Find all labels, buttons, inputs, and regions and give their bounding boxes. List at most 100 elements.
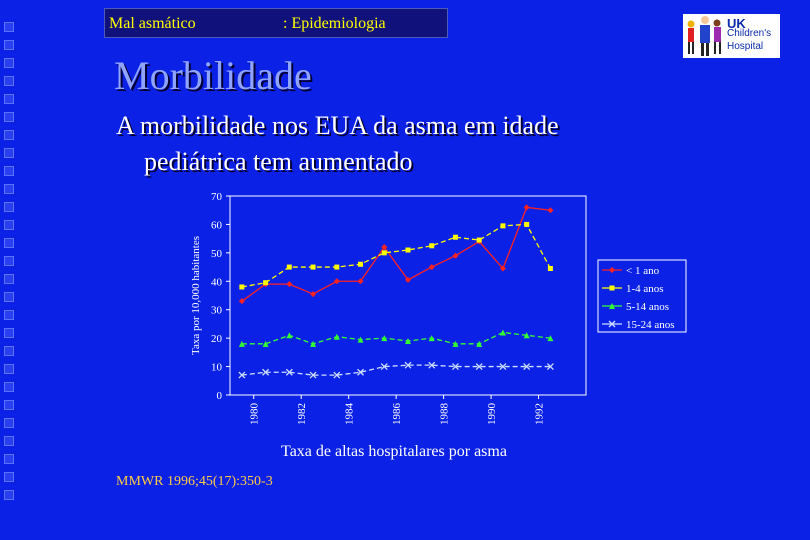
legend-marker bbox=[609, 285, 615, 291]
strip-square bbox=[4, 202, 14, 212]
left-decorative-strip bbox=[4, 22, 20, 512]
data-point-x bbox=[380, 363, 388, 371]
data-point-square bbox=[500, 223, 506, 229]
y-tick-label: 10 bbox=[211, 362, 223, 374]
data-point-square bbox=[358, 261, 364, 267]
legend-marker bbox=[609, 267, 615, 273]
data-point-square bbox=[429, 243, 435, 249]
y-tick-label: 0 bbox=[217, 390, 223, 402]
x-tick-label: 1984 bbox=[344, 403, 356, 426]
strip-square bbox=[4, 436, 14, 446]
legend-label: 15-24 anos bbox=[626, 319, 675, 331]
data-point-diamond bbox=[405, 276, 411, 283]
data-point-x bbox=[285, 368, 293, 376]
x-tick-label: 1980 bbox=[249, 403, 261, 426]
data-point-diamond bbox=[357, 278, 364, 285]
plot-area bbox=[229, 195, 587, 396]
data-point-square bbox=[334, 264, 340, 270]
strip-square bbox=[4, 490, 14, 500]
data-point-triangle bbox=[262, 340, 269, 347]
data-point-triangle bbox=[286, 332, 293, 339]
data-point-diamond bbox=[523, 204, 530, 211]
data-point-x bbox=[333, 371, 341, 379]
data-point-square bbox=[547, 265, 553, 271]
data-point-triangle bbox=[476, 340, 483, 347]
uk-childrens-hospital-logo: UK Children's Hospital bbox=[683, 14, 780, 58]
data-point-diamond bbox=[499, 265, 506, 272]
data-point-triangle bbox=[357, 336, 364, 343]
slide-subtitle: A morbilidade nos EUA da asma em idade p… bbox=[116, 108, 736, 180]
source-citation: MMWR 1996;45(17):350-3 bbox=[116, 474, 273, 489]
y-tick-label: 30 bbox=[211, 305, 223, 317]
data-point-x bbox=[499, 363, 507, 371]
strip-square bbox=[4, 328, 14, 338]
legend-label: 1-4 anos bbox=[626, 283, 664, 295]
data-point-triangle bbox=[238, 340, 245, 347]
data-point-x bbox=[404, 361, 412, 369]
series-line-square bbox=[241, 223, 551, 288]
data-point-square bbox=[263, 280, 269, 286]
logo-hospital: Hospital bbox=[727, 41, 764, 52]
header-topic: Mal asmático bbox=[109, 15, 196, 32]
children-figures-icon bbox=[687, 16, 721, 56]
data-point-triangle bbox=[452, 340, 459, 347]
data-point-x bbox=[428, 361, 436, 369]
strip-square bbox=[4, 166, 14, 176]
data-point-square bbox=[381, 250, 387, 256]
legend-marker bbox=[608, 320, 616, 328]
strip-square bbox=[4, 130, 14, 140]
y-tick-label: 60 bbox=[211, 219, 223, 231]
data-point-square bbox=[524, 221, 530, 227]
data-point-triangle bbox=[428, 335, 435, 342]
data-point-square bbox=[286, 264, 292, 270]
data-point-x bbox=[452, 363, 459, 371]
data-point-diamond bbox=[381, 244, 388, 251]
series-line-diamond bbox=[241, 206, 551, 302]
strip-square bbox=[4, 274, 14, 284]
strip-square bbox=[4, 184, 14, 194]
data-point-triangle bbox=[381, 335, 388, 342]
subtitle-line-1: A morbilidade nos EUA da asma em idade bbox=[116, 111, 559, 140]
data-point-diamond bbox=[333, 278, 340, 285]
data-point-triangle bbox=[405, 337, 411, 344]
data-point-square bbox=[239, 284, 245, 290]
strip-square bbox=[4, 58, 14, 68]
strip-square bbox=[4, 346, 14, 356]
data-point-square bbox=[405, 247, 411, 253]
subtitle-line-2: pediátrica tem aumentado bbox=[144, 147, 413, 176]
data-point-diamond bbox=[452, 252, 459, 259]
strip-square bbox=[4, 94, 14, 104]
strip-square bbox=[4, 400, 14, 410]
slide-title: Morbilidade bbox=[114, 53, 312, 98]
data-point-triangle bbox=[333, 333, 340, 340]
strip-square bbox=[4, 238, 14, 248]
data-point-diamond bbox=[238, 298, 245, 305]
strip-square bbox=[4, 382, 14, 392]
strip-square bbox=[4, 310, 14, 320]
strip-square bbox=[4, 472, 14, 482]
data-point-x bbox=[523, 363, 531, 371]
data-point-x bbox=[238, 371, 246, 379]
data-point-x bbox=[309, 371, 317, 379]
data-point-triangle bbox=[499, 329, 506, 336]
strip-square bbox=[4, 364, 14, 374]
strip-square bbox=[4, 418, 14, 428]
data-point-square bbox=[452, 234, 458, 240]
y-tick-label: 70 bbox=[211, 191, 223, 203]
legend-label: < 1 ano bbox=[626, 265, 660, 277]
header-banner: Mal asmático : Epidemiologia bbox=[104, 8, 448, 38]
y-tick-label: 50 bbox=[211, 248, 223, 260]
strip-square bbox=[4, 220, 14, 230]
x-tick-label: 1986 bbox=[391, 403, 403, 426]
strip-square bbox=[4, 76, 14, 86]
y-tick-label: 40 bbox=[211, 276, 223, 288]
data-point-diamond bbox=[286, 281, 293, 288]
header-section: : Epidemiologia bbox=[283, 15, 386, 32]
series-line-x bbox=[241, 364, 551, 376]
y-axis-label: Taxa por 10,000 habitantes bbox=[190, 236, 202, 355]
data-point-x bbox=[357, 368, 364, 376]
strip-square bbox=[4, 292, 14, 302]
hospitalization-rate-line-chart: 0 10 20 30 40 50 60 70 1980 1982 1984 1986 1988 1990 1… bbox=[188, 188, 700, 460]
data-point-triangle bbox=[310, 340, 317, 347]
legend-label: 5-14 anos bbox=[626, 301, 669, 313]
